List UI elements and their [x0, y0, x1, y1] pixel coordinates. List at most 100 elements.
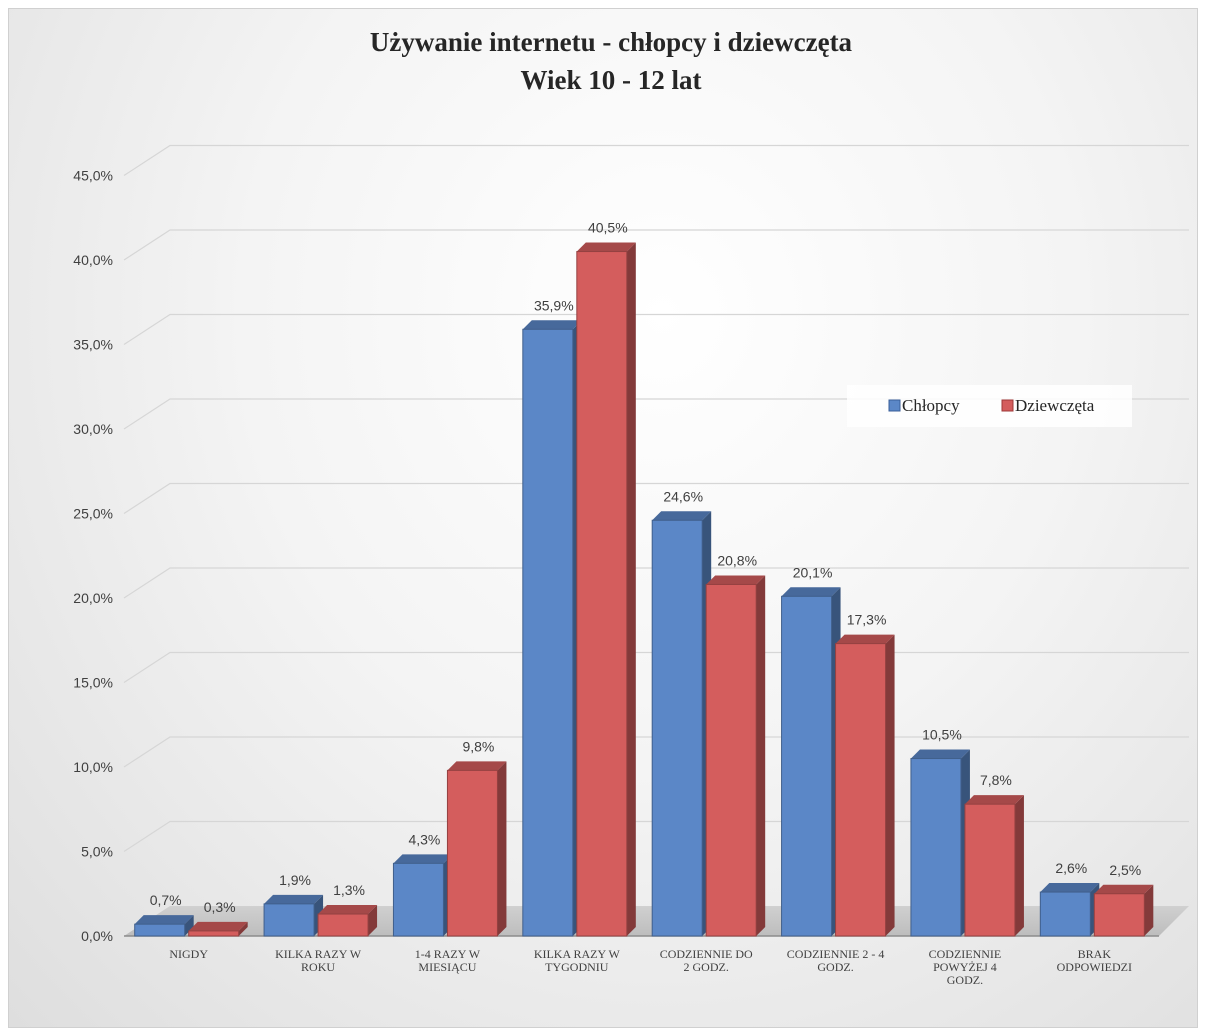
category-label: CODZIENNIE — [929, 947, 1002, 961]
bar-top — [910, 749, 970, 759]
bar-side — [184, 915, 194, 936]
y-tick-label: 20,0% — [73, 590, 113, 606]
bar — [392, 854, 453, 937]
y-tick-label: 25,0% — [73, 506, 113, 522]
y-tick-label: 30,0% — [73, 421, 113, 437]
bar-top — [188, 921, 248, 931]
bar — [1039, 883, 1100, 937]
y-tick-label: 0,0% — [81, 928, 113, 944]
bar-front — [705, 583, 757, 937]
data-label: 7,8% — [980, 772, 1012, 788]
bar — [263, 894, 324, 937]
gridline — [123, 567, 1189, 599]
bar-side — [238, 921, 248, 936]
bar-top — [1040, 883, 1100, 893]
bar-top — [522, 320, 582, 330]
bar-top — [781, 587, 841, 597]
bar-top — [318, 905, 378, 915]
data-label: 0,7% — [150, 892, 182, 908]
bar — [317, 905, 378, 937]
bar-chart: 0,0% 5,0% 10,0% 15,0% 20,0% 25,0% 30,0% 35,0% 40… — [73, 27, 1189, 987]
bar-top — [706, 575, 766, 585]
legend-label-chlopcy: Chłopcy — [902, 396, 960, 415]
category-label: CODZIENNIE DO — [660, 947, 753, 961]
data-label: 20,1% — [793, 564, 833, 580]
y-tick-label: 5,0% — [81, 844, 113, 860]
bar-top — [393, 854, 453, 864]
bar — [705, 575, 766, 937]
bar-front — [446, 769, 498, 937]
bar — [1093, 884, 1154, 937]
bar-top — [264, 894, 324, 904]
bar-front — [910, 758, 962, 937]
bar — [781, 587, 841, 937]
data-labels: 0,7% 0,3% 1,9% 1,3% 4,3% 9,8% 35,9% 40,5% 24,6% 2… — [150, 220, 1142, 915]
bar-top — [964, 795, 1024, 805]
category-label: GODZ. — [817, 960, 853, 974]
bar — [188, 921, 248, 937]
category-label: CODZIENNIE 2 - 4 — [787, 947, 885, 961]
y-tick-label: 15,0% — [73, 675, 113, 691]
chart-title: Używanie internetu - chłopcy i dziewczęt… — [370, 27, 853, 57]
data-label: 4,3% — [408, 831, 440, 847]
data-label: 10,5% — [922, 727, 962, 743]
category-label: ODPOWIEDZI — [1057, 960, 1132, 974]
legend-swatch-chlopcy — [888, 399, 901, 412]
bar-front — [835, 643, 887, 937]
legend-label-dziewczeta: Dziewczęta — [1015, 396, 1095, 415]
data-label: 1,3% — [333, 882, 365, 898]
chart-subtitle: Wiek 10 - 12 lat — [521, 65, 702, 95]
bar-front — [781, 595, 833, 937]
gridline — [123, 229, 1189, 261]
category-label: NIGDY — [169, 947, 208, 961]
y-axis-ticks: 0,0% 5,0% 10,0% 15,0% 20,0% 25,0% 30,0% 35,0% 40… — [73, 168, 113, 945]
data-label: 2,5% — [1109, 862, 1141, 878]
bar-front — [263, 903, 315, 937]
data-label: 1,9% — [279, 872, 311, 888]
category-label: GODZ. — [947, 973, 983, 987]
bar-front — [576, 251, 628, 937]
bar-top — [1094, 884, 1154, 894]
bar — [910, 749, 970, 937]
gridline — [123, 144, 1189, 177]
data-label: 9,8% — [462, 738, 494, 754]
category-label: 1-4 RAZY W — [415, 947, 481, 961]
chart-area: 0,0% 5,0% 10,0% 15,0% 20,0% 25,0% 30,0% 35,0% 40… — [8, 8, 1198, 1028]
bar-front — [188, 930, 240, 937]
bar — [651, 511, 712, 937]
bar-side — [626, 242, 636, 937]
category-label: KILKA RAZY W — [534, 947, 621, 961]
bar — [964, 795, 1024, 937]
bar-top — [835, 634, 895, 644]
bar-side — [756, 575, 766, 936]
bar-top — [134, 915, 194, 925]
bars — [134, 242, 1154, 937]
bar-front — [964, 803, 1016, 937]
y-tick-label: 40,0% — [73, 252, 113, 268]
bar-top — [576, 242, 636, 252]
bar-side — [497, 761, 507, 936]
data-label: 0,3% — [204, 899, 236, 915]
legend-swatch-dziewczeta — [1001, 399, 1014, 412]
data-label: 24,6% — [663, 488, 703, 504]
data-label: 35,9% — [534, 297, 574, 313]
bar-side — [368, 905, 378, 936]
gridline — [123, 313, 1189, 346]
bar-front — [392, 862, 444, 937]
category-label: ROKU — [301, 960, 335, 974]
bar-side — [885, 634, 895, 936]
category-label: MIESIĄCU — [418, 960, 476, 974]
bar-front — [134, 923, 186, 937]
bar — [134, 915, 194, 937]
bar-front — [522, 328, 574, 937]
category-label: BRAK — [1078, 947, 1112, 961]
category-label: KILKA RAZY W — [275, 947, 362, 961]
gridline — [123, 482, 1189, 515]
data-label: 20,8% — [717, 552, 757, 568]
data-label: 2,6% — [1055, 860, 1087, 876]
bar-top — [652, 511, 712, 521]
category-label: 2 GODZ. — [684, 960, 729, 974]
bar-top — [447, 761, 507, 771]
bar — [446, 761, 507, 937]
bar — [576, 242, 636, 937]
